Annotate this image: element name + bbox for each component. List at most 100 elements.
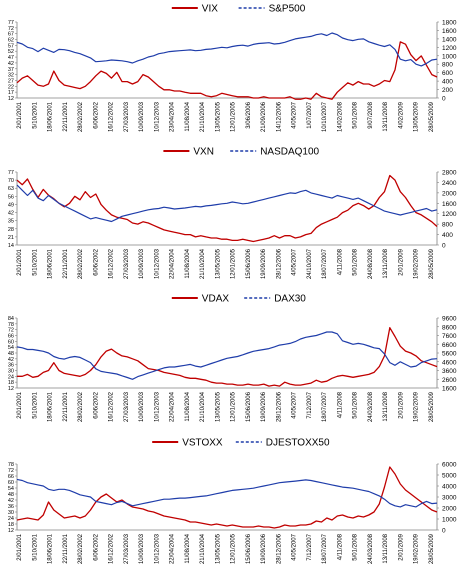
x-tick-label: 15/06/2006 <box>246 391 252 422</box>
x-tick-label: 13/11/2008 <box>383 533 389 563</box>
x-tick-label: 10/12/2003 <box>154 101 160 132</box>
x-tick-label: 2/01/2001 <box>17 391 23 418</box>
x-tick-label: 5/01/2008 <box>353 248 359 275</box>
y-left-tick-label: 42 <box>8 61 14 67</box>
x-tick-label: 28/05/2009 <box>429 391 435 422</box>
y-left-tick-label: 14 <box>8 243 14 249</box>
x-tick-label: 28/02/2002 <box>78 101 84 132</box>
y-left-tick-label: 22 <box>8 84 14 90</box>
y-left-tick-label: 12 <box>8 386 14 392</box>
y-left-tick-label: 17 <box>8 90 14 96</box>
x-tick-label: 21/10/2004 <box>200 101 206 132</box>
x-tick-label: 28/05/2009 <box>429 533 435 564</box>
x-tick-label: 18/07/2007 <box>322 391 328 422</box>
y-right-tick-label: 7600 <box>442 333 457 340</box>
y-right-tick-label: 6600 <box>442 342 457 349</box>
x-tick-label: 27/03/2003 <box>124 248 130 279</box>
y-right-tick-label: 1400 <box>442 36 457 43</box>
x-tick-label: 11/08/2004 <box>185 391 191 421</box>
y-right-tick-label: 2000 <box>442 190 457 197</box>
x-tick-label: 16/12/2002 <box>109 533 115 564</box>
x-tick-label: 10/12/2003 <box>154 533 160 564</box>
x-tick-label: 13/11/2008 <box>383 391 389 421</box>
y-right-tick-label: 6000 <box>442 462 457 469</box>
x-tick-label: 11/08/2004 <box>185 533 191 563</box>
y-left-tick-label: 12 <box>8 528 14 534</box>
x-tick-label: 2/01/2009 <box>398 391 404 418</box>
x-tick-label: 21/10/2004 <box>200 533 206 564</box>
series-line-vxn <box>16 174 438 243</box>
x-tick-label: 6/06/2002 <box>93 391 99 418</box>
y-right-tick-label: 1600 <box>442 386 457 393</box>
x-tick-label: 13/05/2005 <box>215 533 221 564</box>
y-left-tick-label: 78 <box>8 462 14 468</box>
x-tick-label: 22/04/2004 <box>170 533 176 564</box>
x-tick-label: 19/09/2006 <box>261 248 267 279</box>
y-left-tick-label: 42 <box>8 498 14 504</box>
y-left-tick-label: 36 <box>8 363 14 369</box>
x-tick-label: 28/12/2006 <box>276 248 282 279</box>
x-tick-label: 13/05/2005 <box>215 248 221 279</box>
y-left-tick-label: 47 <box>8 55 14 61</box>
x-tick-label: 23/04/2004 <box>170 101 176 132</box>
x-tick-label: 27/03/2003 <box>124 391 130 422</box>
x-tick-label: 13/05/2009 <box>414 101 420 132</box>
x-tick-label: 5/10/2001 <box>32 101 38 128</box>
x-tick-label: 6/06/2002 <box>93 101 99 128</box>
y-left-tick-label: 52 <box>8 49 14 55</box>
y-left-tick-label: 18 <box>8 522 14 528</box>
x-tick-label: 16/12/2002 <box>109 101 115 132</box>
y-left-tick-label: 60 <box>8 480 14 486</box>
x-tick-label: 21/09/2006 <box>261 101 267 132</box>
legend-label: VIX <box>202 4 218 15</box>
x-tick-label: 2/01/2009 <box>398 248 404 275</box>
y-left-tick-label: 78 <box>8 322 14 328</box>
y-right-tick-label: 400 <box>442 232 453 239</box>
x-tick-label: 24/03/2008 <box>368 533 374 564</box>
x-tick-label: 18/07/2007 <box>322 248 328 279</box>
y-right-tick-label: 2800 <box>442 170 457 177</box>
x-tick-label: 10/12/2003 <box>154 248 160 279</box>
y-right-tick-label: 0 <box>442 96 446 103</box>
y-left-tick-label: 28 <box>8 227 14 233</box>
legend-label: VDAX <box>202 294 230 305</box>
series-line-vix <box>16 41 438 100</box>
x-tick-label: 10/09/2003 <box>139 533 145 564</box>
y-left-tick-label: 48 <box>8 492 14 498</box>
x-tick-label: 12/01/2005 <box>231 101 237 132</box>
x-tick-label: 22/11/2001 <box>63 101 69 131</box>
y-left-tick-label: 30 <box>8 510 14 516</box>
series-line-nasdaq100 <box>16 184 438 223</box>
y-right-tick-label: 1600 <box>442 201 457 208</box>
x-tick-label: 12/01/2005 <box>231 391 237 422</box>
y-right-tick-label: 0 <box>442 243 446 250</box>
y-left-tick-label: 77 <box>8 170 14 176</box>
x-tick-label: 4/11/2008 <box>337 391 343 418</box>
x-tick-label: 22/04/2004 <box>170 391 176 422</box>
y-left-tick-label: 42 <box>8 357 14 363</box>
y-left-tick-label: 66 <box>8 334 14 340</box>
x-tick-label: 3/06/2006 <box>246 101 252 128</box>
x-tick-label: 28/05/2009 <box>429 101 435 132</box>
x-tick-label: 28/02/2002 <box>78 391 84 422</box>
x-tick-label: 10/09/2003 <box>139 101 145 132</box>
series-line-dax30 <box>16 331 438 380</box>
x-tick-label: 4/05/2007 <box>292 101 298 128</box>
y-left-tick-label: 48 <box>8 351 14 357</box>
y-left-tick-label: 21 <box>8 235 14 241</box>
x-tick-label: 13/11/2008 <box>383 101 389 131</box>
chart-4: VSTOXX DJESTOXX50 121824303642485460667278… <box>8 438 457 565</box>
x-tick-label: 12/01/2005 <box>231 533 237 564</box>
y-left-tick-label: 18 <box>8 380 14 386</box>
x-tick-label: 19/02/2009 <box>414 248 420 279</box>
series-line-sp500 <box>16 32 438 67</box>
y-right-tick-label: 1000 <box>442 53 457 60</box>
x-tick-label: 4/05/2007 <box>292 533 298 560</box>
x-tick-label: 19/09/2006 <box>261 533 267 564</box>
x-tick-label: 16/12/2002 <box>109 248 115 279</box>
x-tick-label: 14/12/2006 <box>276 101 282 132</box>
y-right-tick-label: 1600 <box>442 28 457 35</box>
x-tick-label: 2/01/2001 <box>17 101 23 128</box>
y-right-tick-label: 4600 <box>442 359 457 366</box>
